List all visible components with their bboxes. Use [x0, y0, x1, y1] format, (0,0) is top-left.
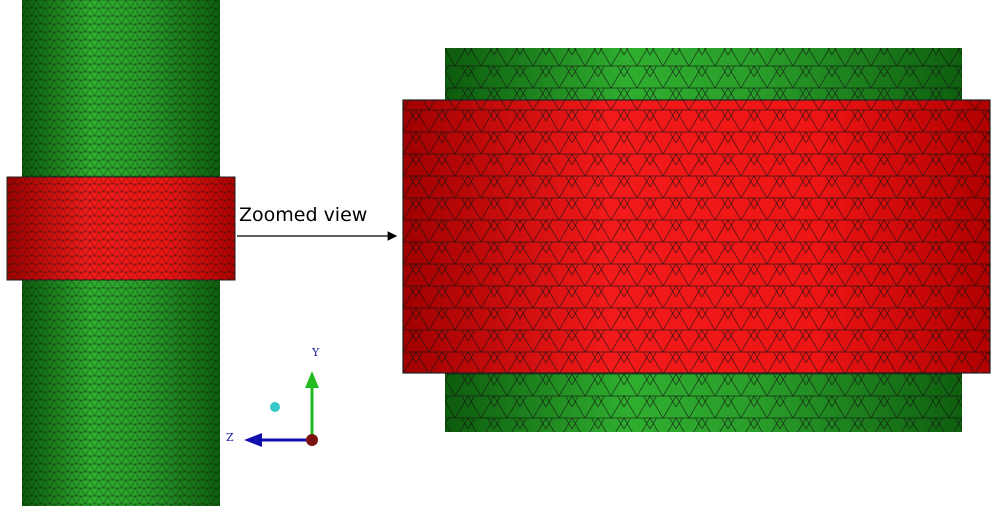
pivot-dot — [270, 402, 280, 412]
annotation-label: Zoomed view — [239, 204, 367, 226]
band-mesh — [403, 100, 990, 373]
zoom-annotation: Zoomed view — [237, 204, 396, 236]
y-label: Y — [311, 346, 320, 359]
y-arrowhead — [305, 371, 319, 388]
original-view — [7, 0, 235, 506]
page: {"annotation": "Zoomed view", "axes": {"… — [0, 0, 994, 506]
axis-triad: Y Z — [226, 346, 320, 447]
z-label: Z — [226, 431, 234, 444]
zoomed-view — [403, 48, 990, 432]
origin — [306, 434, 318, 446]
diagram: Zoomed view Y Z — [0, 0, 994, 506]
band-mesh — [7, 177, 235, 280]
z-arrowhead — [244, 433, 262, 447]
